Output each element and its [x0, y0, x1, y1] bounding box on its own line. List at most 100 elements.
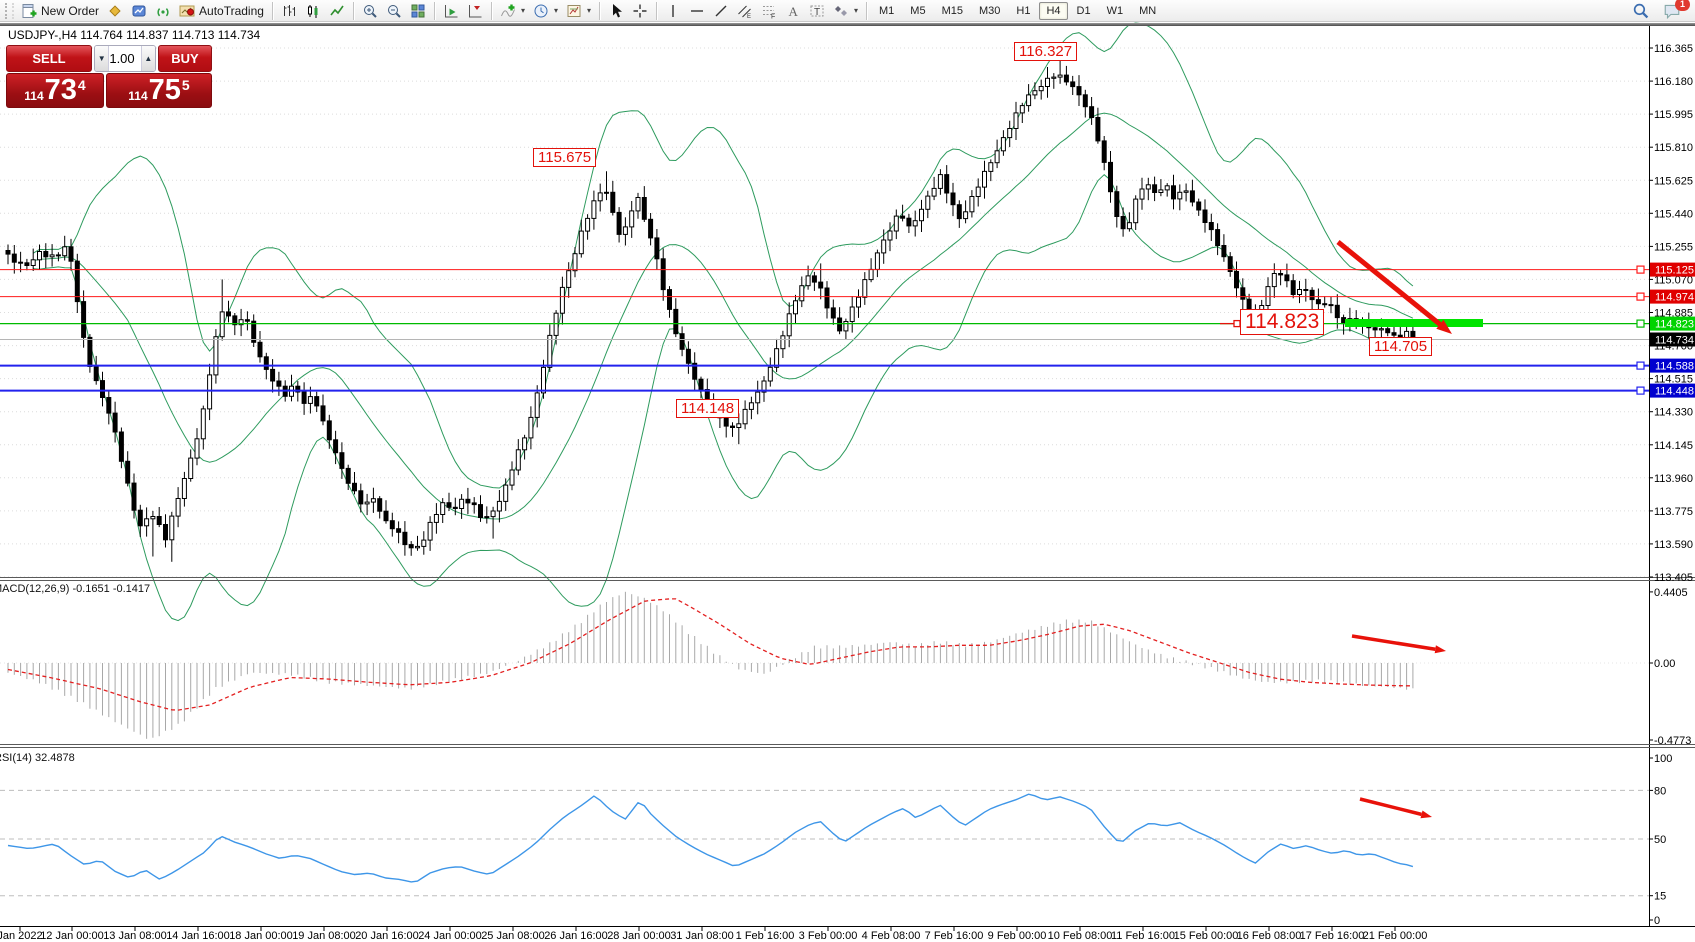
- timeframe-button-H4[interactable]: H4: [1039, 1, 1068, 20]
- volume-decrease-button[interactable]: ▼: [95, 46, 110, 71]
- timeframe-button-M5[interactable]: M5: [903, 2, 932, 20]
- price-annotation-114.148[interactable]: 114.148: [676, 399, 740, 419]
- bar-chart-mode-button[interactable]: [277, 1, 301, 21]
- timeframe-group: M1 M5 M15 M30 H1 H4 D1 W1 MN: [871, 1, 1164, 20]
- indicators-dropdown-caret: ▾: [520, 6, 525, 15]
- price-annotation-114.705[interactable]: 114.705: [1369, 337, 1433, 357]
- toolbar-grip[interactable]: [5, 2, 14, 19]
- buy-price-display[interactable]: 114 75 5: [106, 73, 212, 108]
- price-axis: 116.365 116.180 115.995 115.810 115.625 115.4…: [1649, 43, 1695, 584]
- auto-scroll-button[interactable]: [439, 1, 463, 21]
- svg-text:114.330: 114.330: [1654, 407, 1693, 419]
- periods-button[interactable]: ▾: [529, 1, 562, 21]
- sell-price-pip-digit: 4: [77, 77, 86, 93]
- crosshair-tool-button[interactable]: [628, 1, 652, 21]
- svg-text:A: A: [789, 4, 799, 19]
- svg-text:114.734: 114.734: [1655, 335, 1694, 347]
- timeframe-button-W1[interactable]: W1: [1100, 2, 1131, 20]
- svg-text:9 Feb 00:00: 9 Feb 00:00: [988, 930, 1047, 942]
- svg-text:4 Feb 08:00: 4 Feb 08:00: [862, 930, 921, 942]
- signals-button[interactable]: [151, 1, 175, 21]
- volume-field[interactable]: 1.00: [109, 51, 135, 66]
- line-chart-mode-button[interactable]: [325, 1, 349, 21]
- charts-button[interactable]: [103, 1, 127, 21]
- svg-text:3 Feb 00:00: 3 Feb 00:00: [799, 930, 858, 942]
- price-annotation-114.823[interactable]: 114.823: [1240, 309, 1325, 336]
- periods-clock-icon: [533, 3, 549, 19]
- buy-button[interactable]: BUY: [158, 45, 212, 72]
- trendline-tool-button[interactable]: [709, 1, 733, 21]
- sell-button[interactable]: SELL: [6, 45, 92, 72]
- window-separator: [0, 23, 1695, 26]
- volume-increase-button[interactable]: ▲: [140, 46, 155, 71]
- candlestick-icon: [305, 3, 321, 19]
- chart-shift-icon: [467, 3, 483, 19]
- annotation-connectors: [1220, 319, 1241, 328]
- svg-text:12 Jan 00:00: 12 Jan 00:00: [40, 930, 104, 942]
- timeframe-button-M15[interactable]: M15: [935, 2, 970, 20]
- chart-window-title: USDJPY-,H4 114.764 114.837 114.713 114.7…: [8, 28, 261, 42]
- price-annotation-115.675[interactable]: 115.675: [533, 148, 597, 168]
- timeframe-button-M30[interactable]: M30: [972, 2, 1007, 20]
- timeframe-button-D1[interactable]: D1: [1070, 2, 1098, 20]
- one-click-trading-panel: SELL ▼ 1.00 ▲ BUY 114 73 4 114 75 5: [6, 45, 212, 108]
- zoom-out-button[interactable]: [382, 1, 406, 21]
- svg-text:16 Feb 08:00: 16 Feb 08:00: [1237, 930, 1302, 942]
- templates-button[interactable]: ▾: [562, 1, 595, 21]
- timeframe-button-M1[interactable]: M1: [872, 2, 901, 20]
- timeframe-button-H1[interactable]: H1: [1009, 2, 1037, 20]
- tile-windows-icon: [410, 3, 426, 19]
- new-order-button[interactable]: New Order: [17, 1, 103, 21]
- candlestick-mode-button[interactable]: [301, 1, 325, 21]
- svg-text:31 Jan 08:00: 31 Jan 08:00: [670, 930, 734, 942]
- svg-text:15 Feb 00:00: 15 Feb 00:00: [1174, 930, 1239, 942]
- cursor-tool-button[interactable]: [604, 1, 628, 21]
- crosshair-icon: [632, 3, 648, 19]
- svg-text:116.180: 116.180: [1654, 76, 1693, 88]
- macd-indicator-label: MACD(12,26,9) -0.1651 -0.1417: [0, 583, 151, 595]
- svg-text:10 Feb 08:00: 10 Feb 08:00: [1048, 930, 1113, 942]
- sell-price-display[interactable]: 114 73 4: [6, 73, 104, 108]
- horizontal-line-tool-button[interactable]: [685, 1, 709, 21]
- svg-text:114.515: 114.515: [1654, 374, 1693, 386]
- periods-dropdown-caret: ▾: [553, 6, 558, 15]
- profiles-button[interactable]: [127, 1, 151, 21]
- svg-text:114.974: 114.974: [1655, 292, 1694, 304]
- search-button[interactable]: [1628, 1, 1653, 21]
- equidistant-channel-icon: E: [737, 3, 753, 19]
- svg-text:18 Jan 00:00: 18 Jan 00:00: [229, 930, 293, 942]
- shapes-dropdown-caret: ▾: [854, 6, 859, 15]
- fibonacci-tool-button[interactable]: F: [757, 1, 781, 21]
- svg-text:17 Feb 16:00: 17 Feb 16:00: [1300, 930, 1365, 942]
- autotrading-label: AutoTrading: [199, 3, 264, 18]
- cursor-icon: [608, 3, 624, 19]
- svg-text:113.590: 113.590: [1654, 539, 1693, 551]
- svg-text:-0.4773: -0.4773: [1654, 735, 1691, 747]
- svg-text:113.960: 113.960: [1654, 473, 1693, 485]
- svg-text:114.588: 114.588: [1655, 361, 1694, 373]
- trendline-icon: [713, 3, 729, 19]
- bar-chart-icon: [281, 3, 297, 19]
- timeframe-button-MN[interactable]: MN: [1132, 2, 1163, 20]
- notifications-button[interactable]: 1: [1659, 0, 1690, 21]
- pane-frame-layer: [0, 26, 1695, 927]
- auto-scroll-icon: [443, 3, 459, 19]
- zoom-in-button[interactable]: [358, 1, 382, 21]
- rsi-indicator-label: RSI(14) 32.4878: [0, 752, 75, 764]
- svg-text:0: 0: [1654, 915, 1660, 927]
- autotrading-button[interactable]: AutoTrading: [175, 1, 268, 21]
- text-tool-button[interactable]: A: [781, 1, 805, 21]
- tile-windows-button[interactable]: [406, 1, 430, 21]
- text-label-tool-button[interactable]: T: [805, 1, 829, 21]
- new-order-icon: [21, 3, 37, 19]
- price-annotation-116.327[interactable]: 116.327: [1014, 42, 1078, 62]
- channel-tool-button[interactable]: E: [733, 1, 757, 21]
- chart-shift-button[interactable]: [463, 1, 487, 21]
- svg-text:116.365: 116.365: [1654, 43, 1693, 55]
- svg-text:114.145: 114.145: [1654, 440, 1693, 452]
- vertical-line-tool-button[interactable]: [661, 1, 685, 21]
- indicators-button[interactable]: ▾: [496, 1, 529, 21]
- svg-text:115.070: 115.070: [1654, 274, 1693, 286]
- arrows-tool-button[interactable]: ▾: [829, 1, 862, 21]
